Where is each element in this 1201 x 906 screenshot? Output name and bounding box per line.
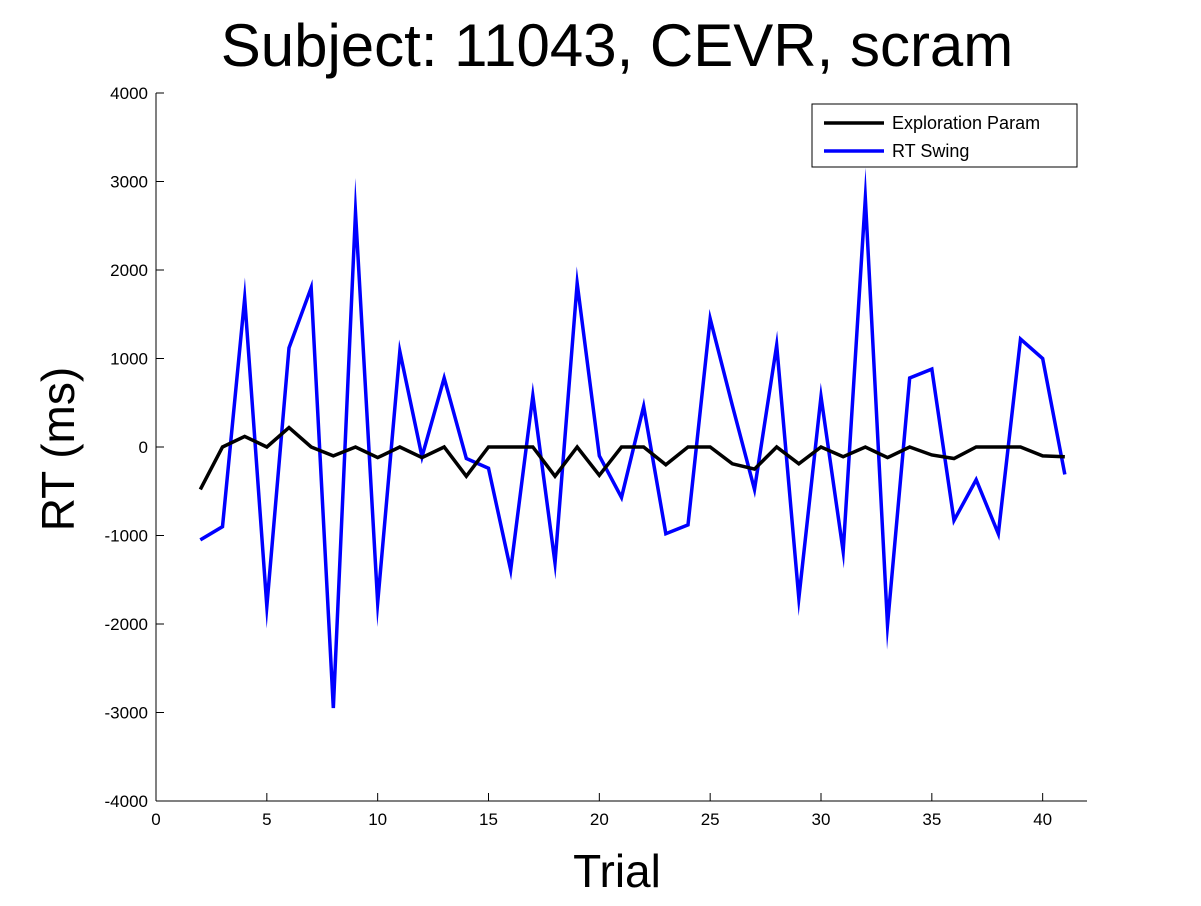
x-tick-label: 35 [922, 810, 941, 829]
x-tick-label: 0 [151, 810, 160, 829]
x-tick-label: 10 [368, 810, 387, 829]
y-tick-label: -3000 [105, 704, 148, 723]
x-tick-label: 30 [812, 810, 831, 829]
series-line-exploration-param [198, 425, 1065, 491]
series-line-rt-swing [199, 167, 1067, 709]
y-tick-label: -2000 [105, 615, 148, 634]
y-tick-label: 0 [139, 438, 148, 457]
x-tick-label: 20 [590, 810, 609, 829]
x-tick-label: 5 [262, 810, 271, 829]
chart-title: Subject: 11043, CEVR, scram [221, 12, 1014, 79]
y-tick-label: -1000 [105, 527, 148, 546]
x-tick-label: 40 [1033, 810, 1052, 829]
x-tick-label: 15 [479, 810, 498, 829]
y-tick-label: 3000 [110, 173, 148, 192]
x-axis-title: Trial [573, 845, 661, 897]
y-tick-label: 4000 [110, 84, 148, 103]
y-tick-label: -4000 [105, 792, 148, 811]
legend-label-rt-swing: RT Swing [892, 141, 969, 161]
legend-label-exploration-param: Exploration Param [892, 113, 1040, 133]
plot-area: 0 5 10 15 20 25 30 35 40 -4000 -3000 -2000 -1000 0 100… [105, 84, 1087, 829]
x-tick-label: 25 [701, 810, 720, 829]
y-axis-title: RT (ms) [32, 367, 84, 531]
y-tick-label: 1000 [110, 350, 148, 369]
legend-box [811, 103, 1078, 168]
y-tick-label: 2000 [110, 261, 148, 280]
